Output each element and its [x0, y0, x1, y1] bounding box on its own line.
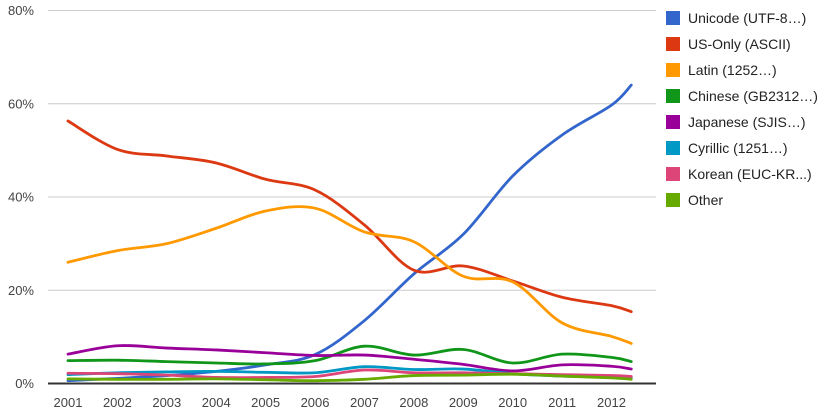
legend: Unicode (UTF-8…) US-Only (ASCII) Latin (…: [666, 11, 818, 207]
legend-label-us-only: US-Only (ASCII): [688, 36, 791, 52]
legend-label-japanese: Japanese (SJIS…): [688, 114, 806, 130]
series-line-other: [66, 372, 633, 383]
legend-item-other[interactable]: Other: [666, 193, 818, 207]
y-axis-label-20: 20%: [8, 283, 34, 298]
legend-item-latin[interactable]: Latin (1252…): [666, 63, 818, 77]
legend-swatch-japanese: [666, 115, 680, 129]
legend-label-latin: Latin (1252…): [688, 62, 777, 78]
y-axis-label-0: 0%: [15, 376, 34, 391]
legend-label-chinese: Chinese (GB2312…): [688, 88, 818, 104]
x-axis-label-2003: 2003: [152, 395, 181, 410]
legend-label-unicode: Unicode (UTF-8…): [688, 10, 807, 26]
legend-item-us-only[interactable]: US-Only (ASCII): [666, 37, 818, 51]
legend-label-cyrillic: Cyrillic (1251…): [688, 140, 788, 156]
y-axis-label-40: 40%: [8, 190, 34, 205]
legend-swatch-unicode: [666, 11, 680, 25]
x-axis-label-2006: 2006: [301, 395, 330, 410]
legend-label-korean: Korean (EUC-KR...): [688, 166, 812, 182]
legend-swatch-korean: [666, 167, 680, 181]
x-axis-label-2004: 2004: [202, 395, 231, 410]
x-axis-label-2005: 2005: [251, 395, 280, 410]
legend-swatch-cyrillic: [666, 141, 680, 155]
x-axis-label-2011: 2011: [548, 395, 576, 410]
x-axis-label-2002: 2002: [103, 395, 132, 410]
legend-label-other: Other: [688, 192, 724, 208]
y-axis-label-80: 80%: [8, 3, 34, 18]
series-line-chinese: [66, 344, 633, 366]
series-line-us-only: [66, 119, 633, 314]
legend-swatch-latin: [666, 63, 680, 77]
series-line-unicode: [66, 83, 633, 383]
x-axis-label-2012: 2012: [597, 395, 626, 410]
legend-swatch-us-only: [666, 37, 680, 51]
x-axis-label-2009: 2009: [449, 395, 478, 410]
legend-item-unicode[interactable]: Unicode (UTF-8…): [666, 11, 818, 25]
x-axis-label-2008: 2008: [399, 395, 428, 410]
legend-item-japanese[interactable]: Japanese (SJIS…): [666, 115, 818, 129]
legend-item-chinese[interactable]: Chinese (GB2312…): [666, 89, 818, 103]
x-axis-label-2010: 2010: [498, 395, 527, 410]
y-axis-label-60: 60%: [8, 96, 34, 111]
legend-item-korean[interactable]: Korean (EUC-KR...): [666, 167, 818, 181]
x-axis-label-2001: 2001: [54, 395, 83, 410]
legend-item-cyrillic[interactable]: Cyrillic (1251…): [666, 141, 818, 155]
series-line-latin: [66, 205, 633, 345]
x-axis-label-2007: 2007: [350, 395, 379, 410]
series-line-japanese: [66, 344, 633, 373]
legend-swatch-other: [666, 193, 680, 207]
legend-swatch-chinese: [666, 89, 680, 103]
